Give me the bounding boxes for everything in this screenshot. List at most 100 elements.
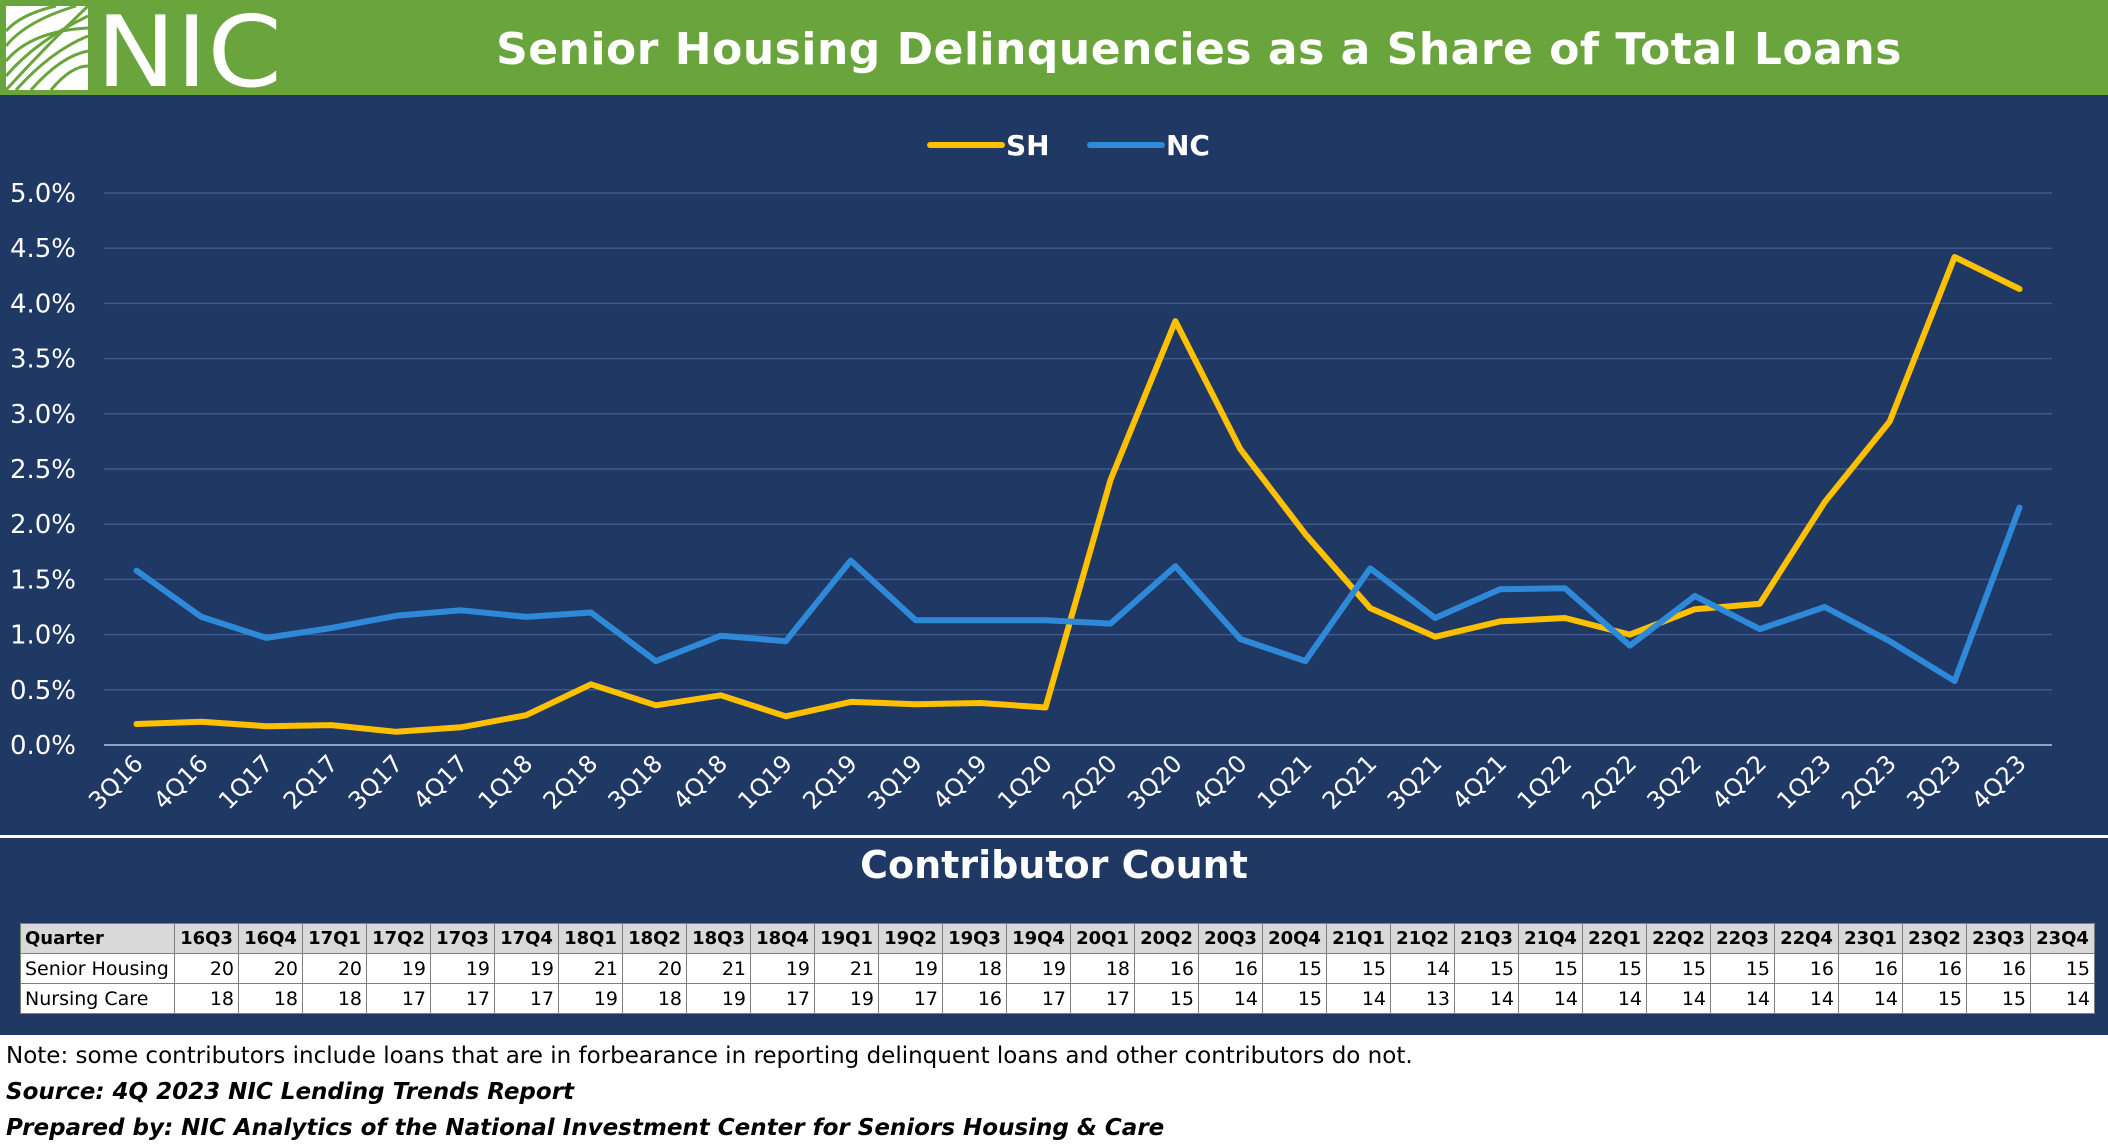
- table-cell: 15: [1262, 983, 1327, 1014]
- table-cell: 14: [1838, 983, 1903, 1014]
- x-tick-label: 4Q17: [408, 749, 474, 815]
- notes: Note: some contributors include loans th…: [6, 1038, 1413, 1146]
- table-cell: 15: [1262, 953, 1327, 984]
- x-tick-label: 3Q17: [343, 749, 409, 815]
- chart-panel: 0.0% 0.5% 1.0% 1.5% 2.0% 2.5% 3.0% 3.5% 4.0% 4.5%…: [0, 95, 2108, 1035]
- table-cell: 16: [1134, 953, 1199, 984]
- table-cell: 18: [302, 983, 367, 1014]
- table-cell: 14: [1454, 983, 1519, 1014]
- x-tick-label: 3Q18: [603, 749, 669, 815]
- table-header-cell: 19Q4: [1006, 923, 1071, 954]
- note-text: Note: some contributors include loans th…: [6, 1043, 1413, 1069]
- table-cell: 15: [1326, 953, 1391, 984]
- table-header-cell: 16Q4: [238, 923, 303, 954]
- x-tick-label: 1Q20: [992, 749, 1058, 815]
- table-cell: 19: [878, 953, 943, 984]
- nic-logo: NIC: [6, 6, 282, 90]
- table-cell: 16: [1966, 953, 2031, 984]
- table-cell: 16: [1774, 953, 1839, 984]
- table-header-cell: 19Q3: [942, 923, 1007, 954]
- x-tick-label: 3Q20: [1122, 749, 1188, 815]
- table-header-cell: 21Q3: [1454, 923, 1519, 954]
- table-cell: 15: [1966, 983, 2031, 1014]
- prepared-by-text: Prepared by: NIC Analytics of the Nation…: [6, 1115, 1165, 1141]
- x-tick-label: 3Q22: [1642, 749, 1708, 815]
- x-axis-ticks: 3Q16 4Q16 1Q17 2Q17 3Q17 4Q17 1Q18 2Q18 3Q18 4Q18…: [83, 749, 2032, 815]
- table-cell: 21: [558, 953, 623, 984]
- x-tick-label: 2Q22: [1577, 749, 1643, 815]
- table-cell: 18: [174, 983, 239, 1014]
- x-tick-label: 3Q21: [1382, 749, 1448, 815]
- table-cell: 15: [1582, 953, 1647, 984]
- table-cell: 20: [622, 953, 687, 984]
- x-tick-label: 2Q23: [1836, 749, 1902, 815]
- x-tick-label: 3Q16: [83, 749, 149, 815]
- table-header-cell: 23Q1: [1838, 923, 1903, 954]
- source-text: Source: 4Q 2023 NIC Lending Trends Repor…: [6, 1079, 575, 1105]
- table-cell: 19: [430, 953, 495, 984]
- table-cell: 19: [494, 953, 559, 984]
- table-header-cell: 20Q4: [1262, 923, 1327, 954]
- series-lines: [133, 254, 2023, 735]
- table-cell: 19: [366, 953, 431, 984]
- y-tick-label: 1.5%: [10, 565, 76, 595]
- table-cell: 15: [1646, 953, 1711, 984]
- y-tick-label: 4.0%: [10, 289, 76, 319]
- table-header-cell: 22Q3: [1710, 923, 1775, 954]
- gridlines: [104, 192, 2052, 746]
- y-tick-label: 0.0%: [10, 731, 76, 761]
- table-header-cell: 23Q2: [1902, 923, 1967, 954]
- table-cell: 14: [1326, 983, 1391, 1014]
- table-cell: 15: [2030, 953, 2095, 984]
- x-tick-label: 3Q23: [1901, 749, 1967, 815]
- table-cell: 15: [1134, 983, 1199, 1014]
- x-tick-label: 1Q22: [1512, 749, 1578, 815]
- table-cell: 14: [2030, 983, 2095, 1014]
- series-line-sh: [133, 254, 2023, 735]
- table-cell: 16: [942, 983, 1007, 1014]
- table-header-cell: 21Q4: [1518, 923, 1583, 954]
- table-cell: 17: [750, 983, 815, 1014]
- x-tick-label: 4Q23: [1966, 749, 2032, 815]
- table-cell: 16: [1838, 953, 1903, 984]
- table-cell: 21: [814, 953, 879, 984]
- table-cell: 14: [1646, 983, 1711, 1014]
- table-header-cell: 18Q3: [686, 923, 751, 954]
- y-axis-ticks: 0.0% 0.5% 1.0% 1.5% 2.0% 2.5% 3.0% 3.5% 4.0% 4.5%…: [10, 179, 76, 761]
- table-cell: 14: [1198, 983, 1263, 1014]
- table-cell: 15: [1454, 953, 1519, 984]
- x-tick-label: 2Q17: [278, 749, 344, 815]
- legend-label-nc: NC: [1166, 129, 1210, 162]
- y-tick-label: 2.0%: [10, 510, 76, 540]
- table-header-row: Quarter 16Q3 16Q4 17Q1 17Q2 17Q3 17Q4 18Q1 18Q2 1…: [20, 923, 2095, 954]
- table-header-cell: 23Q3: [1966, 923, 2031, 954]
- y-tick-label: 2.5%: [10, 455, 76, 485]
- table-header-cell: 18Q1: [558, 923, 623, 954]
- x-tick-label: 2Q21: [1317, 749, 1383, 815]
- table-cell: 17: [1070, 983, 1135, 1014]
- table-cell: 16: [1902, 953, 1967, 984]
- table-header-cell: 20Q1: [1070, 923, 1135, 954]
- svg-text:NIC: NIC: [96, 6, 282, 90]
- table-header-cell: 22Q4: [1774, 923, 1839, 954]
- table-cell: 14: [1582, 983, 1647, 1014]
- table-header-cell: 18Q4: [750, 923, 815, 954]
- x-tick-label: 1Q19: [732, 749, 798, 815]
- table-cell: 15: [1902, 983, 1967, 1014]
- y-tick-label: 5.0%: [10, 179, 76, 209]
- table-cell: 14: [1518, 983, 1583, 1014]
- x-tick-label: 1Q21: [1252, 749, 1318, 815]
- y-tick-label: 4.5%: [10, 234, 76, 264]
- table-cell: 20: [238, 953, 303, 984]
- table-cell: 19: [750, 953, 815, 984]
- x-tick-label: 4Q21: [1447, 749, 1513, 815]
- table-header-cell: 20Q2: [1134, 923, 1199, 954]
- legend: SH NC: [927, 129, 1210, 162]
- x-tick-label: 4Q16: [148, 749, 214, 815]
- table-cell: 18: [622, 983, 687, 1014]
- table-header-cell: 17Q4: [494, 923, 559, 954]
- line-chart: 0.0% 0.5% 1.0% 1.5% 2.0% 2.5% 3.0% 3.5% 4.0% 4.5%…: [10, 129, 2052, 815]
- x-tick-label: 3Q19: [862, 749, 928, 815]
- table-cell: 19: [686, 983, 751, 1014]
- x-tick-label: 1Q17: [213, 749, 279, 815]
